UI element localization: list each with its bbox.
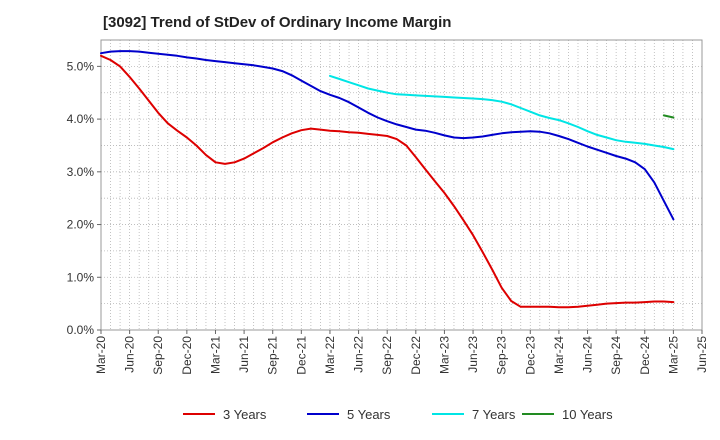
x-tick-label: Sep-21 bbox=[266, 336, 280, 375]
x-tick-label: Dec-20 bbox=[180, 336, 194, 375]
x-tick-label: Mar-20 bbox=[94, 336, 108, 374]
x-tick-label: Mar-24 bbox=[552, 336, 566, 374]
y-tick-label: 5.0% bbox=[67, 59, 95, 73]
series-line-10-years bbox=[662, 114, 675, 119]
y-tick-label: 2.0% bbox=[67, 218, 95, 232]
x-tick-label: Jun-23 bbox=[466, 336, 480, 373]
x-tick-label: Jun-22 bbox=[352, 336, 366, 373]
x-tick-label: Mar-22 bbox=[323, 336, 337, 374]
x-tick-label: Jun-25 bbox=[695, 336, 709, 373]
x-tick-label: Sep-23 bbox=[495, 336, 509, 375]
x-tick-label: Mar-21 bbox=[208, 336, 222, 374]
x-tick-label: Dec-24 bbox=[638, 336, 652, 375]
grid-lines bbox=[101, 40, 702, 330]
x-axis-ticks: Mar-20 Jun-20 Sep-20 Dec-20 Mar-21 Jun-21 Sep-… bbox=[94, 330, 709, 375]
series-lines bbox=[100, 50, 675, 309]
x-tick-label: Jun-20 bbox=[123, 336, 137, 373]
x-tick-label: Jun-21 bbox=[237, 336, 251, 373]
y-tick-label: 4.0% bbox=[67, 112, 95, 126]
x-tick-label: Mar-25 bbox=[666, 336, 680, 374]
legend-label-10-years: 10 Years bbox=[562, 407, 613, 422]
legend-label-5-years: 5 Years bbox=[347, 407, 391, 422]
x-tick-label: Dec-22 bbox=[409, 336, 423, 375]
y-tick-label: 3.0% bbox=[67, 165, 95, 179]
y-tick-label: 0.0% bbox=[67, 323, 95, 337]
x-tick-label: Jun-24 bbox=[581, 336, 595, 373]
x-tick-label: Sep-20 bbox=[151, 336, 165, 375]
series-line-5-years bbox=[100, 50, 675, 221]
x-tick-label: Mar-23 bbox=[437, 336, 451, 374]
x-tick-label: Dec-23 bbox=[523, 336, 537, 375]
x-tick-label: Sep-22 bbox=[380, 336, 394, 375]
x-tick-label: Sep-24 bbox=[609, 336, 623, 375]
y-tick-label: 1.0% bbox=[67, 270, 95, 284]
legend-label-7-years: 7 Years bbox=[472, 407, 516, 422]
plot-area-border bbox=[100, 39, 703, 331]
legend-label-3-years: 3 Years bbox=[223, 407, 267, 422]
legend: 3 Years 5 Years 7 Years 10 Years bbox=[183, 407, 613, 422]
series-line-3-years bbox=[100, 54, 675, 309]
chart-title: [3092] Trend of StDev of Ordinary Income… bbox=[103, 14, 452, 31]
y-axis-ticks: 0.0% 1.0% 2.0% 3.0% 4.0% 5.0% bbox=[67, 59, 101, 337]
series-line-7-years bbox=[329, 74, 675, 151]
x-tick-label: Dec-21 bbox=[294, 336, 308, 375]
